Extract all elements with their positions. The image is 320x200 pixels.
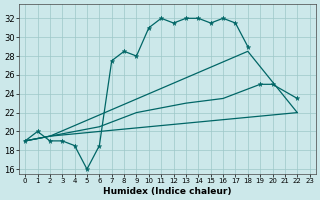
X-axis label: Humidex (Indice chaleur): Humidex (Indice chaleur) [103, 187, 232, 196]
